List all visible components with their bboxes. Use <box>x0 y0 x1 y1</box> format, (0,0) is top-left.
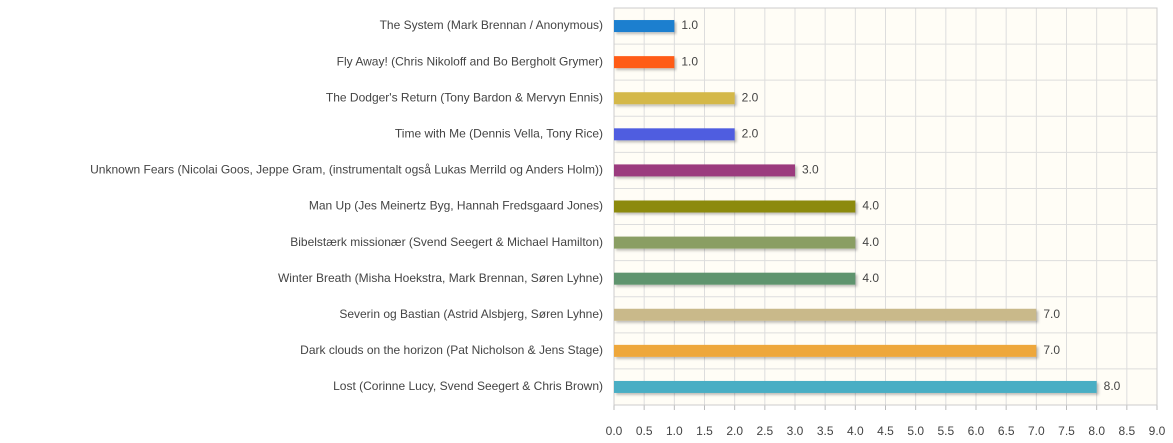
x-tick-label: 3.0 <box>787 424 804 438</box>
x-tick-label: 1.5 <box>696 424 713 438</box>
bar <box>614 380 1097 393</box>
y-tick-label: Bibelstærk missionær (Svend Seegert & Mi… <box>290 235 603 249</box>
x-tick-label: 6.5 <box>998 424 1015 438</box>
data-label: 4.0 <box>862 235 879 249</box>
bar <box>614 200 856 213</box>
y-tick-label: Lost (Corinne Lucy, Svend Seegert & Chri… <box>333 379 603 393</box>
x-tick-label: 4.5 <box>877 424 894 438</box>
data-label: 7.0 <box>1043 343 1060 357</box>
x-tick-label: 3.5 <box>817 424 834 438</box>
x-tick-label: 6.0 <box>968 424 985 438</box>
x-tick-label: 2.5 <box>756 424 773 438</box>
bar <box>614 308 1037 321</box>
data-label: 3.0 <box>802 163 819 177</box>
y-tick-label: The System (Mark Brennan / Anonymous) <box>380 18 603 32</box>
data-label: 1.0 <box>681 54 698 68</box>
x-tick-label: 7.5 <box>1058 424 1075 438</box>
bar <box>614 236 856 249</box>
x-tick-label: 9.0 <box>1149 424 1166 438</box>
x-tick-label: 2.0 <box>726 424 743 438</box>
x-tick-label: 0.0 <box>606 424 623 438</box>
data-label: 8.0 <box>1104 379 1121 393</box>
x-tick-label: 5.5 <box>937 424 954 438</box>
x-tick-label: 4.0 <box>847 424 864 438</box>
bar <box>614 164 795 177</box>
y-tick-label: Severin og Bastian (Astrid Alsbjerg, Sør… <box>339 307 603 321</box>
y-tick-label: Winter Breath (Misha Hoekstra, Mark Bren… <box>278 271 603 285</box>
data-label: 4.0 <box>862 199 879 213</box>
bar <box>614 56 675 69</box>
y-tick-label: Fly Away! (Chris Nikoloff and Bo Berghol… <box>337 54 603 68</box>
y-tick-label: The Dodger's Return (Tony Bardon & Mervy… <box>326 90 603 104</box>
x-tick-label: 5.0 <box>907 424 924 438</box>
data-label: 4.0 <box>862 271 879 285</box>
y-tick-label: Dark clouds on the horizon (Pat Nicholso… <box>300 343 603 357</box>
data-label: 1.0 <box>681 18 698 32</box>
bar <box>614 20 675 33</box>
data-label: 7.0 <box>1043 307 1060 321</box>
x-tick-label: 0.5 <box>636 424 653 438</box>
y-tick-label: Unknown Fears (Nicolai Goos, Jeppe Gram,… <box>90 163 603 177</box>
x-tick-label: 8.0 <box>1088 424 1105 438</box>
x-tick-label: 7.0 <box>1028 424 1045 438</box>
x-tick-label: 8.5 <box>1118 424 1135 438</box>
bar <box>614 272 856 285</box>
bar <box>614 128 735 141</box>
bar <box>614 344 1037 357</box>
y-tick-label: Man Up (Jes Meinertz Byg, Hannah Fredsga… <box>309 199 603 213</box>
y-tick-label: Time with Me (Dennis Vella, Tony Rice) <box>395 126 603 140</box>
data-label: 2.0 <box>742 126 759 140</box>
data-label: 2.0 <box>742 90 759 104</box>
x-tick-label: 1.0 <box>666 424 683 438</box>
bar <box>614 92 735 105</box>
